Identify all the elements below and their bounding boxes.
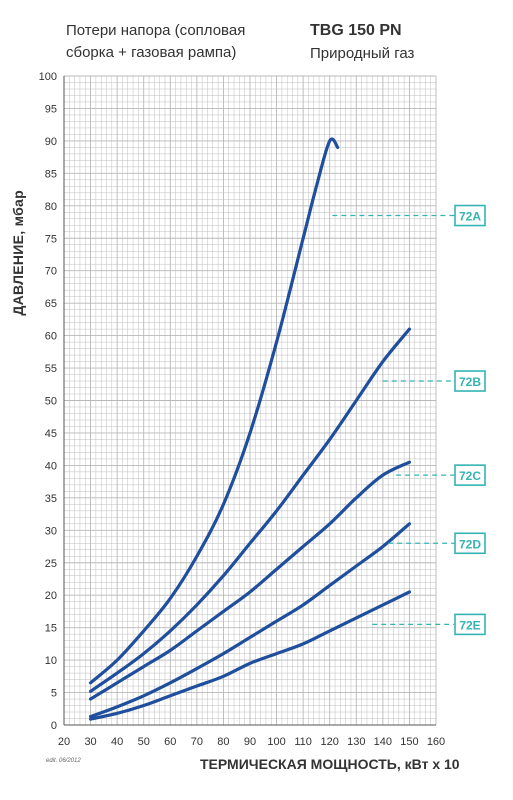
- y-tick-label: 0: [51, 720, 57, 732]
- x-axis-title: ТЕРМИЧЕСКАЯ МОЩНОСТЬ, кВт x 10: [200, 756, 460, 772]
- y-tick-label: 60: [45, 331, 57, 343]
- x-tick-label: 140: [374, 736, 392, 748]
- curve-72e: [88, 590, 412, 721]
- y-tick-label: 80: [45, 201, 57, 213]
- y-tick-label: 100: [39, 71, 57, 83]
- x-tick-label: 90: [244, 736, 256, 748]
- model-name: TBG 150 PN: [310, 22, 402, 39]
- y-tick-label: 95: [45, 103, 57, 115]
- model-block: TBG 150 PN Природный газ: [310, 22, 414, 62]
- caption-line-2: сборка + газовая рампа): [66, 44, 237, 61]
- x-tick-label: 30: [84, 736, 96, 748]
- tag-box-72c: [454, 464, 486, 486]
- x-tick-label: 160: [427, 736, 445, 748]
- y-tick-label: 90: [45, 136, 57, 148]
- curve-72a: [88, 137, 340, 685]
- x-tick-label: 120: [321, 736, 339, 748]
- y-tick-label: 75: [45, 233, 57, 245]
- x-tick-label: 110: [294, 736, 312, 748]
- tag-label-72e: 72E: [459, 618, 480, 632]
- curve-72d: [88, 522, 412, 719]
- fuel-type: Природный газ: [310, 45, 415, 62]
- x-tick-label: 130: [347, 736, 365, 748]
- tag-label-72b: 72B: [459, 375, 481, 389]
- x-tick-label: 100: [267, 736, 285, 748]
- x-tick-label: 20: [58, 736, 70, 748]
- y-tick-label: 30: [45, 525, 57, 537]
- tag-box-72d: [454, 532, 486, 555]
- tag-box-72b: [454, 370, 486, 392]
- y-tick-label: 50: [45, 396, 57, 408]
- x-tick-label: 40: [111, 736, 123, 748]
- y-tick-label: 85: [45, 168, 57, 180]
- edition-note: edit. 06/2012: [46, 758, 81, 764]
- curve-72c: [88, 460, 412, 701]
- tag-label-72c: 72C: [459, 469, 481, 483]
- x-tick-label: 150: [400, 736, 418, 748]
- y-tick-label: 10: [45, 655, 57, 667]
- y-tick-label: 15: [45, 623, 57, 635]
- tag-box-72a: [454, 204, 486, 227]
- y-tick-label: 25: [45, 558, 57, 570]
- y-tick-label: 55: [45, 363, 57, 375]
- tag-box-72e: [454, 613, 486, 636]
- x-tick-label: 70: [191, 736, 203, 748]
- tag-label-72d: 72D: [459, 537, 481, 551]
- tag-label-72a: 72A: [459, 210, 481, 224]
- y-tick-label: 40: [45, 460, 57, 472]
- y-tick-label: 20: [45, 590, 57, 602]
- caption-line-1: Потери напора (сопловая: [66, 22, 246, 39]
- y-tick-label: 70: [45, 266, 57, 278]
- y-tick-label: 65: [45, 298, 57, 310]
- chart-caption: Потери напора (сопловая сборка + газовая…: [66, 22, 245, 61]
- x-tick-label: 80: [217, 736, 229, 748]
- y-tick-label: 5: [51, 688, 57, 700]
- y-tick-label: 45: [45, 428, 57, 440]
- curve-72b: [88, 327, 412, 693]
- y-tick-label: 35: [45, 493, 57, 505]
- x-tick-label: 50: [138, 736, 150, 748]
- x-tick-label: 60: [164, 736, 176, 748]
